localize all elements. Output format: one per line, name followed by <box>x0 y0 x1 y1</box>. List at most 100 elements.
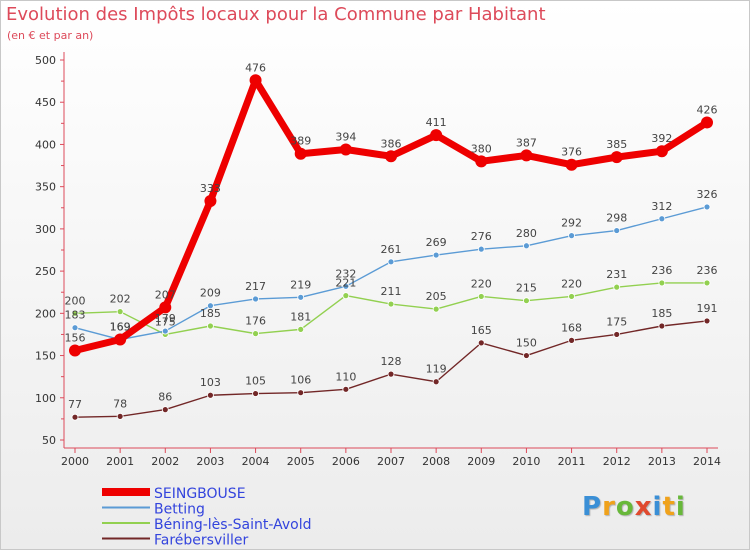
data-label: 77 <box>68 398 82 411</box>
data-point <box>523 297 530 305</box>
data-label: 205 <box>426 290 447 303</box>
y-tick-label: 200 <box>35 307 56 320</box>
data-label: 168 <box>561 321 582 334</box>
data-point <box>339 143 352 156</box>
data-point <box>294 147 307 160</box>
data-point <box>523 352 530 359</box>
data-point <box>342 385 350 393</box>
data-label: 232 <box>335 267 356 280</box>
data-point <box>658 215 666 223</box>
data-point <box>387 370 395 378</box>
data-point <box>204 195 217 208</box>
y-tick-label: 250 <box>35 265 56 278</box>
data-point <box>568 232 575 240</box>
data-point <box>207 322 214 330</box>
data-label: 215 <box>516 282 537 295</box>
data-point <box>207 302 214 310</box>
data-point <box>71 309 79 317</box>
data-point <box>71 324 79 332</box>
data-label: 236 <box>697 264 718 277</box>
legend-label: Farébersviller <box>154 533 249 549</box>
data-label: 176 <box>245 315 266 328</box>
data-point <box>114 333 127 346</box>
data-point <box>610 151 623 164</box>
y-tick-label: 500 <box>35 54 56 67</box>
data-label: 220 <box>471 277 492 290</box>
data-label: 110 <box>335 370 356 383</box>
data-label: 426 <box>697 103 718 116</box>
data-point <box>613 331 621 338</box>
data-point <box>568 336 575 344</box>
data-point <box>71 413 79 421</box>
data-label: 185 <box>200 307 221 320</box>
data-point <box>565 158 578 171</box>
y-tick-label: 350 <box>35 181 56 194</box>
data-point <box>387 258 395 266</box>
data-point <box>477 245 485 253</box>
data-point <box>385 150 397 163</box>
data-point <box>297 325 305 333</box>
data-label: 376 <box>561 146 582 159</box>
data-label: 380 <box>471 142 492 155</box>
data-label: 220 <box>561 277 582 290</box>
data-point <box>252 390 259 397</box>
x-tick-label: 2014 <box>693 455 721 468</box>
data-label: 333 <box>200 182 221 195</box>
data-label: 207 <box>155 288 176 301</box>
data-point <box>520 149 533 162</box>
data-label: 175 <box>606 315 627 328</box>
data-label: 169 <box>110 321 131 334</box>
data-label: 165 <box>471 324 492 337</box>
data-label: 175 <box>155 315 176 328</box>
data-point <box>658 322 666 330</box>
data-point <box>703 203 711 211</box>
data-point <box>249 74 262 87</box>
data-label: 128 <box>381 355 402 368</box>
y-tick-label: 50 <box>42 434 56 447</box>
data-point <box>297 389 305 397</box>
data-point <box>116 308 124 316</box>
data-label: 217 <box>245 280 266 293</box>
x-tick-label: 2010 <box>512 455 540 468</box>
data-label: 202 <box>110 293 131 306</box>
data-point <box>658 279 666 287</box>
data-point <box>701 116 713 129</box>
data-label: 298 <box>606 212 627 225</box>
data-point <box>252 330 259 338</box>
x-tick-label: 2009 <box>467 455 495 468</box>
data-point <box>69 344 81 357</box>
data-label: 211 <box>381 285 402 298</box>
data-label: 179 <box>155 312 176 325</box>
data-label: 269 <box>426 236 447 249</box>
y-tick-label: 150 <box>35 350 56 363</box>
data-point <box>568 293 575 300</box>
data-label: 219 <box>290 278 311 291</box>
data-label: 105 <box>245 375 266 388</box>
data-label: 392 <box>651 132 672 145</box>
data-point <box>297 293 305 301</box>
data-point <box>477 293 485 300</box>
data-point <box>342 292 350 300</box>
data-label: 119 <box>426 363 447 376</box>
data-label: 209 <box>200 287 221 300</box>
data-point <box>523 242 530 250</box>
data-point <box>432 251 440 259</box>
data-label: 185 <box>651 307 672 320</box>
data-point <box>703 279 711 287</box>
data-label: 411 <box>426 116 447 129</box>
proxiti-logo: Proxiti <box>582 492 686 522</box>
data-label: 276 <box>471 230 492 243</box>
x-tick-label: 2006 <box>332 455 360 468</box>
data-label: 476 <box>245 61 266 74</box>
data-label: 387 <box>516 136 537 149</box>
x-tick-label: 2005 <box>287 455 315 468</box>
data-point <box>613 227 621 234</box>
x-tick-label: 2013 <box>648 455 676 468</box>
data-point <box>161 406 169 414</box>
data-label: 106 <box>290 374 311 387</box>
data-label: 191 <box>697 302 718 315</box>
data-label: 150 <box>516 337 537 350</box>
chart-subtitle: (en € et par an) <box>7 29 94 42</box>
legend-label: SEINGBOUSE <box>154 486 246 502</box>
y-tick-label: 300 <box>35 223 56 236</box>
